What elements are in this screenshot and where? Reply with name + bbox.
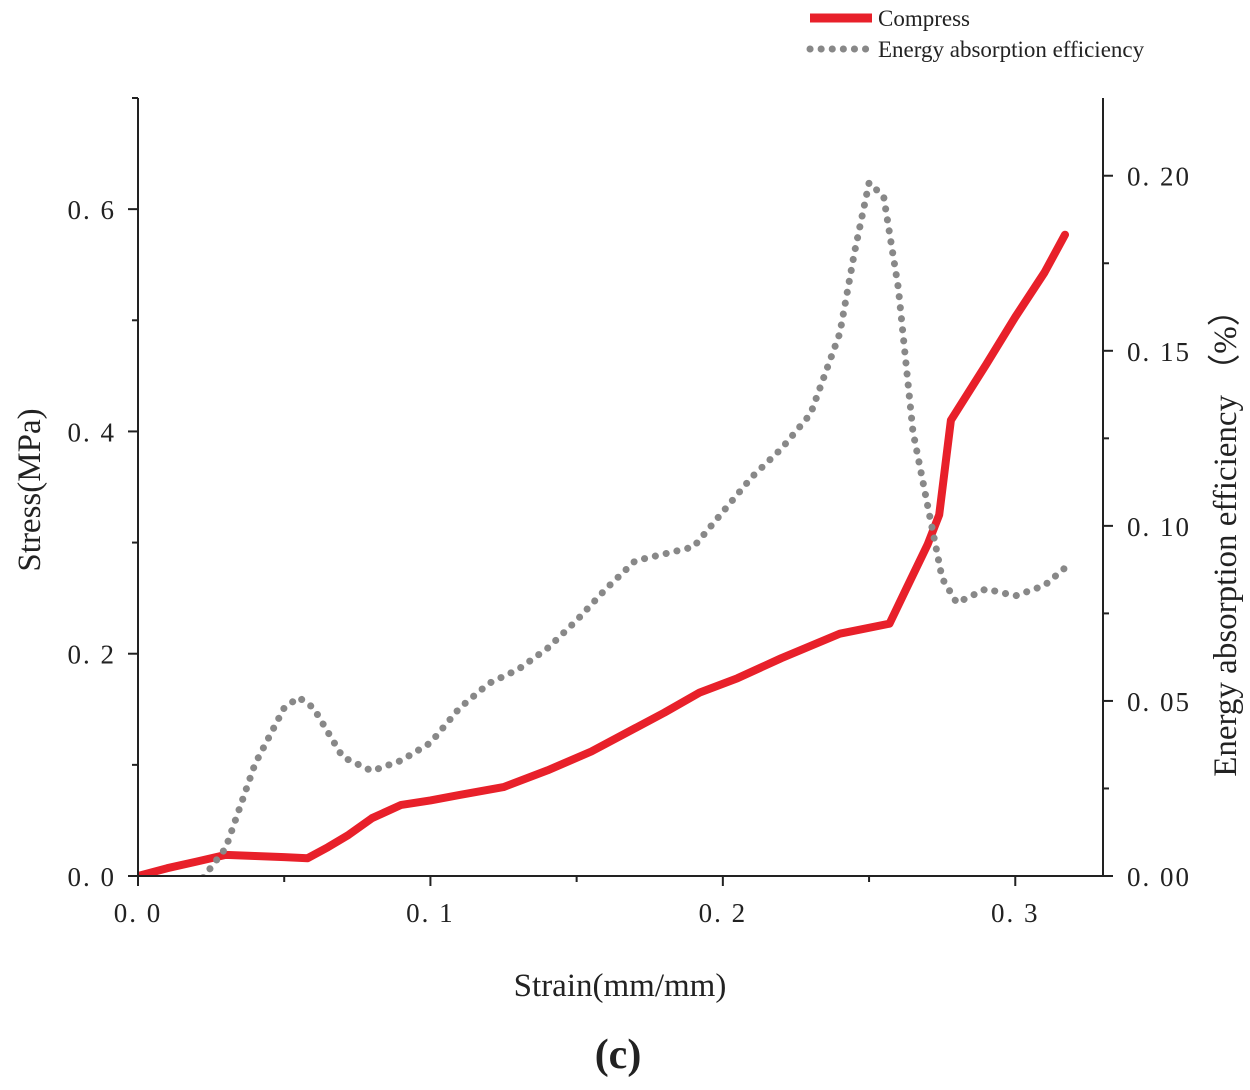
x-tick-label: 0. 0 bbox=[114, 898, 163, 928]
y-right-tick-label: 0. 15 bbox=[1127, 337, 1191, 367]
plot-series-group bbox=[138, 179, 1069, 876]
legend-label: Compress bbox=[878, 6, 970, 31]
legend-label: Energy absorption efficiency bbox=[878, 37, 1145, 62]
y-left-tick-label: 0. 0 bbox=[68, 862, 117, 892]
y-right-tick-label: 0. 20 bbox=[1127, 162, 1191, 192]
series-line-compress bbox=[138, 230, 1069, 876]
y-left-tick-label: 0. 4 bbox=[68, 417, 117, 447]
y-axis-left-title: Stress(MPa) bbox=[12, 408, 48, 571]
series-line-energy-efficiency bbox=[200, 179, 1069, 876]
y-axis-right-title: Energy absorption efficiency （%） bbox=[1208, 293, 1244, 777]
x-tick-label: 0. 1 bbox=[406, 898, 455, 928]
panel-label: (c) bbox=[595, 1032, 642, 1078]
axes-group bbox=[137, 98, 1104, 877]
x-tick-label: 0. 2 bbox=[699, 898, 748, 928]
y-right-tick-label: 0. 10 bbox=[1127, 512, 1191, 542]
x-axis-title: Strain(mm/mm) bbox=[514, 968, 727, 1004]
ticks-group: 0. 0 0. 1 0. 2 0. 3 0. 0 0. 2 0. 4 0. 6 0. 00 0. … bbox=[68, 97, 1191, 928]
x-tick-label: 0. 3 bbox=[991, 898, 1040, 928]
y-right-tick-label: 0. 05 bbox=[1127, 687, 1191, 717]
legend: Compress Energy absorption efficiency bbox=[806, 6, 1145, 62]
y-right-tick-label: 0. 00 bbox=[1127, 862, 1191, 892]
y-left-tick-label: 0. 6 bbox=[68, 195, 117, 225]
y-left-tick-label: 0. 2 bbox=[68, 640, 117, 670]
